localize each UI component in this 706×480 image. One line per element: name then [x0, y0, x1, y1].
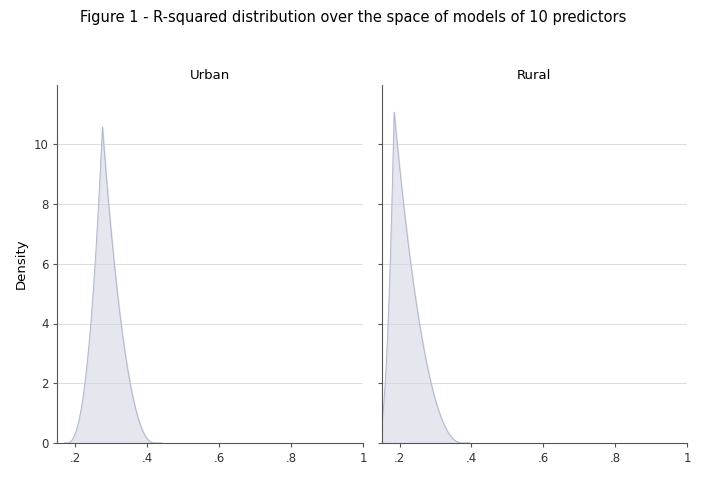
Text: Figure 1 - R-squared distribution over the space of models of 10 predictors: Figure 1 - R-squared distribution over t…	[80, 10, 626, 24]
Title: Rural: Rural	[517, 69, 551, 82]
Y-axis label: Density: Density	[15, 239, 28, 289]
Title: Urban: Urban	[190, 69, 230, 82]
